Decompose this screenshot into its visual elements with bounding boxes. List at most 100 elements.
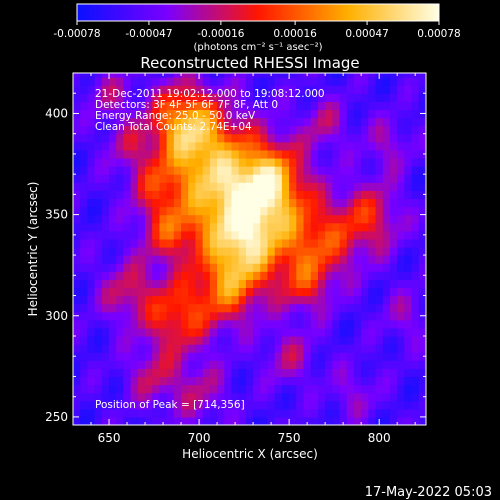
- heatmap-cell: [310, 157, 319, 167]
- heatmap-cell: [202, 214, 211, 224]
- heatmap-cell: [274, 73, 283, 78]
- heatmap-cell: [130, 109, 139, 119]
- heatmap-cell: [397, 319, 405, 329]
- heatmap-cell: [325, 303, 333, 313]
- heatmap-cell: [397, 166, 405, 175]
- heatmap-cell: [181, 214, 189, 224]
- heatmap-cell: [101, 246, 110, 256]
- heatmap-cell: [296, 327, 305, 337]
- heatmap-cell: [123, 222, 132, 232]
- heatmap-cell: [325, 109, 333, 119]
- heatmap-cell: [317, 166, 326, 175]
- heatmap-cell: [332, 149, 341, 159]
- heatmap-cell: [224, 214, 233, 224]
- heatmap-cell: [195, 206, 204, 216]
- heatmap-cell: [101, 352, 110, 361]
- heatmap-cell: [332, 376, 341, 386]
- heatmap-cell: [332, 101, 341, 111]
- heatmap-cell: [368, 303, 377, 313]
- heatmap-cell: [325, 335, 333, 345]
- heatmap-cell: [368, 352, 377, 361]
- heatmap-cell: [101, 174, 110, 183]
- heatmap-cell: [267, 384, 276, 394]
- heatmap-cell: [123, 141, 132, 151]
- heatmap-cell: [281, 287, 290, 297]
- heatmap-cell: [116, 166, 125, 175]
- heatmap-cell: [145, 311, 153, 321]
- heatmap-cell: [231, 149, 240, 159]
- heatmap-cell: [303, 141, 312, 151]
- heatmap-cell: [73, 101, 81, 111]
- heatmap-cell: [418, 295, 426, 305]
- heatmap-cell: [73, 157, 81, 167]
- heatmap-cell: [303, 85, 312, 94]
- heatmap-cell: [310, 271, 319, 280]
- heatmap-cell: [195, 133, 204, 143]
- heatmap-cell: [317, 214, 326, 224]
- heatmap-cell: [260, 230, 269, 240]
- heatmap-cell: [123, 303, 132, 313]
- heatmap-cell: [101, 182, 110, 191]
- heatmap-cell: [382, 85, 391, 94]
- heatmap-cell: [253, 319, 261, 329]
- heatmap-cell: [281, 133, 290, 143]
- heatmap-cell: [116, 295, 125, 305]
- heatmap-cell: [375, 246, 384, 256]
- heatmap-cell: [231, 190, 240, 200]
- heatmap-cell: [332, 255, 341, 264]
- heatmap-cell: [274, 246, 283, 256]
- heatmap-cell: [130, 190, 139, 200]
- heatmap-cell: [130, 416, 139, 425]
- heatmap-cell: [317, 198, 326, 208]
- heatmap-cell: [245, 295, 254, 305]
- heatmap-cell: [116, 376, 125, 386]
- heatmap-cell: [339, 392, 348, 402]
- heatmap-cell: [80, 392, 89, 402]
- heatmap-cell: [332, 352, 341, 361]
- heatmap-cell: [404, 73, 413, 78]
- heatmap-cell: [224, 335, 233, 345]
- heatmap-cell: [188, 319, 197, 329]
- heatmap-cell: [332, 85, 341, 94]
- heatmap-cell: [274, 295, 283, 305]
- heatmap-cell: [80, 352, 89, 361]
- heatmap-cell: [188, 166, 197, 175]
- heatmap-cell: [181, 400, 189, 410]
- heatmap-cell: [325, 198, 333, 208]
- heatmap-cell: [195, 311, 204, 321]
- heatmap-cell: [260, 182, 269, 191]
- heatmap-cell: [224, 101, 233, 111]
- heatmap-cell: [116, 263, 125, 272]
- heatmap-cell: [353, 157, 362, 167]
- heatmap-cell: [267, 416, 276, 425]
- heatmap-cell: [238, 166, 247, 175]
- colorbar-tick-label: -0.00016: [197, 28, 245, 40]
- heatmap-cell: [181, 182, 189, 191]
- heatmap-cell: [73, 335, 81, 345]
- heatmap-cell: [159, 271, 168, 280]
- heatmap-cell: [368, 230, 377, 240]
- heatmap-cell: [209, 368, 218, 378]
- heatmap-cell: [109, 376, 117, 386]
- heatmap-cell: [317, 182, 326, 191]
- heatmap-cell: [145, 73, 153, 78]
- heatmap-cell: [173, 141, 182, 151]
- heatmap-cell: [238, 77, 247, 86]
- heatmap-cell: [253, 368, 261, 378]
- heatmap-cell: [353, 198, 362, 208]
- heatmap-cell: [181, 125, 189, 135]
- heatmap-cell: [101, 190, 110, 200]
- heatmap-cell: [317, 327, 326, 337]
- heatmap-cell: [217, 101, 225, 111]
- heatmap-cell: [195, 400, 204, 410]
- heatmap-cell: [181, 109, 189, 119]
- heatmap-cell: [346, 206, 355, 216]
- heatmap-cell: [389, 141, 398, 151]
- heatmap-cell: [332, 166, 341, 175]
- heatmap-cell: [195, 85, 204, 94]
- heatmap-cell: [339, 384, 348, 394]
- heatmap-cell: [217, 246, 225, 256]
- heatmap-cell: [159, 352, 168, 361]
- heatmap-cell: [123, 238, 132, 248]
- heatmap-cell: [137, 287, 146, 297]
